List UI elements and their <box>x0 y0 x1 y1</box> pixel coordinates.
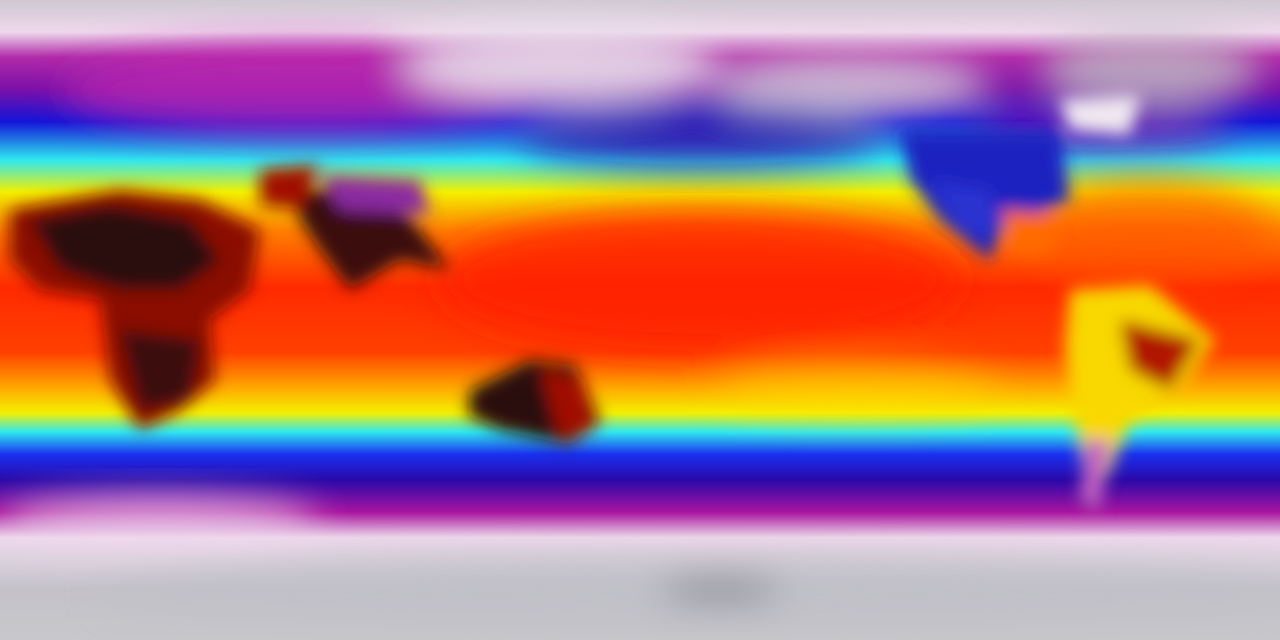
antarctica <box>0 495 1280 630</box>
tibet <box>320 175 430 215</box>
greenland <box>1060 95 1140 135</box>
continents <box>10 95 1215 510</box>
tropical-region <box>440 180 1270 415</box>
central-america <box>1000 210 1060 255</box>
india-se-asia <box>290 190 450 290</box>
